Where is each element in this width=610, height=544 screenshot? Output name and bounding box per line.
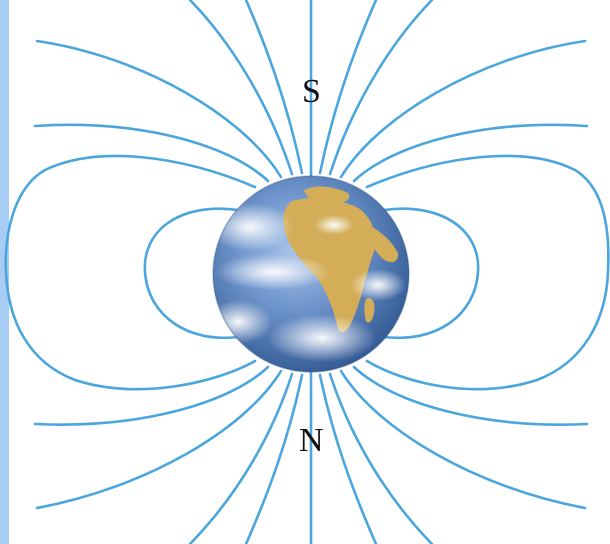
earth-globe-icon xyxy=(212,175,410,373)
field-line-upper-right-3 xyxy=(328,0,434,176)
field-line-upper-left-4 xyxy=(244,0,304,175)
cloud-band-5 xyxy=(350,269,406,301)
field-line-lower-left-1 xyxy=(33,365,270,426)
left-border-strip xyxy=(0,0,9,544)
europe-landmass xyxy=(304,186,350,204)
north-pole-label: N xyxy=(299,422,324,459)
madagascar-landmass xyxy=(364,298,375,323)
field-line-upper-right-2 xyxy=(339,39,587,179)
field-line-lower-right-2 xyxy=(339,369,587,510)
field-line-upper-left-3 xyxy=(188,0,294,176)
field-line-inner-left xyxy=(143,207,240,340)
arabia-landmass xyxy=(365,223,399,263)
field-line-lower-right-4 xyxy=(318,373,378,544)
field-line-loop-left xyxy=(4,154,257,391)
field-line-lower-left-2 xyxy=(35,369,283,510)
south-pole-label: S xyxy=(302,73,321,110)
field-line-loop-right xyxy=(365,154,610,391)
cloud-band-2 xyxy=(215,254,331,290)
africa-landmass xyxy=(283,198,376,333)
field-lines xyxy=(4,0,610,544)
field-line-inner-right xyxy=(382,207,480,340)
field-line-upper-left-2 xyxy=(35,39,283,179)
field-line-lower-right-3 xyxy=(328,372,434,544)
field-line-upper-right-4 xyxy=(318,0,378,175)
field-line-upper-left-1 xyxy=(33,123,270,183)
field-line-lower-left-3 xyxy=(188,372,294,544)
cloud-band-1 xyxy=(213,203,294,251)
field-line-upper-right-1 xyxy=(352,123,589,183)
field-line-lower-left-4 xyxy=(244,373,304,544)
cloud-band-3 xyxy=(268,314,376,362)
cloud-band-6 xyxy=(314,215,354,235)
field-line-lower-right-1 xyxy=(352,365,589,426)
